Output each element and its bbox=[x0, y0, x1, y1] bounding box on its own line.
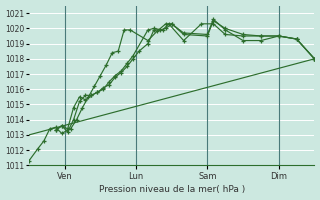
X-axis label: Pression niveau de la mer( hPa ): Pression niveau de la mer( hPa ) bbox=[99, 185, 245, 194]
